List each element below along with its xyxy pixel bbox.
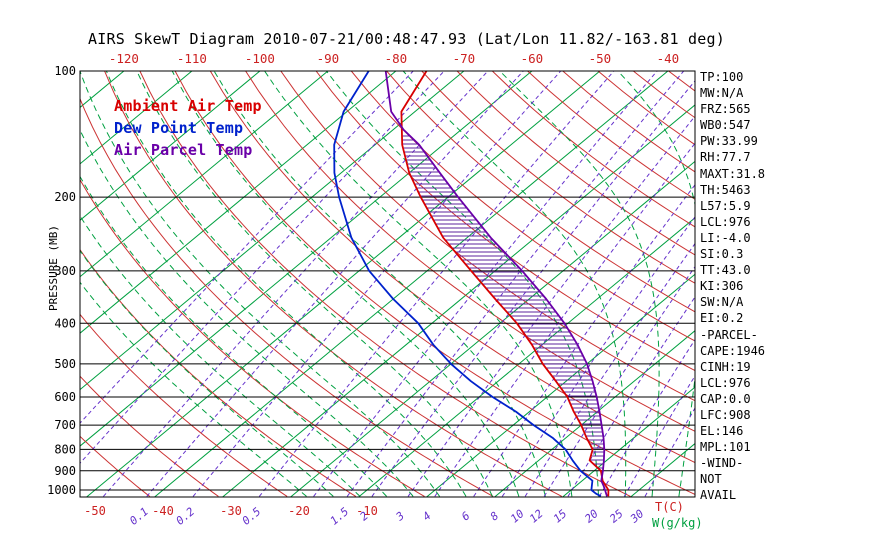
stat-line-26: AVAIL — [700, 488, 737, 503]
legend: Ambient Air Temp Dew Point Temp Air Parc… — [114, 95, 262, 161]
stat-line-8: L57:5.9 — [700, 198, 751, 213]
mixing-ratio-label: 12 — [527, 507, 546, 526]
top-temp-label: -80 — [385, 51, 408, 66]
mixing-ratio-label: 30 — [627, 507, 647, 526]
mixing-ratio-label: 20 — [582, 507, 601, 526]
stat-line-23: MPL:101 — [700, 440, 751, 455]
mixing-unit-label: W(g/kg) — [652, 516, 703, 530]
stat-line-24: -WIND- — [700, 456, 744, 471]
pressure-tick-label: 500 — [54, 357, 76, 371]
stat-line-22: EL:146 — [700, 424, 744, 439]
top-temp-label: -110 — [177, 51, 207, 66]
top-temp-label: -90 — [317, 51, 340, 66]
legend-dew-point-temp: Dew Point Temp — [114, 119, 244, 137]
mixing-ratio-label: 0.5 — [240, 505, 264, 528]
mixing-ratio-label: 6 — [459, 509, 473, 523]
stat-line-10: LI:-4.0 — [700, 230, 751, 245]
bottom-temp-label: -30 — [220, 504, 242, 518]
chart-title: AIRS SkewT Diagram 2010-07-21/00:48:47.9… — [88, 30, 725, 48]
stat-line-16: -PARCEL- — [700, 327, 758, 342]
plot-frame — [79, 70, 696, 498]
top-temp-label: -70 — [453, 51, 476, 66]
sounding-curves — [333, 71, 610, 497]
mixing-ratio-lines — [80, 71, 695, 497]
stat-line-0: TP:100 — [700, 70, 744, 84]
bottom-temp-label: -50 — [84, 504, 106, 518]
plot-grid — [80, 71, 695, 497]
temp-unit-label: T(C) — [655, 500, 684, 514]
stat-line-13: KI:306 — [700, 279, 744, 294]
bottom-temp-label: -10 — [356, 504, 378, 518]
cape-hatch — [402, 135, 605, 473]
mixing-ratio-label: 3 — [393, 509, 407, 524]
stat-line-11: SI:0.3 — [700, 247, 744, 262]
mixing-ratio-label: 25 — [607, 507, 626, 525]
stat-line-14: SW:N/A — [700, 295, 744, 310]
bottom-temp-label: -20 — [288, 504, 310, 518]
stat-line-2: FRZ:565 — [700, 102, 751, 117]
mixing-ratio-label: 15 — [551, 507, 570, 525]
stat-line-25: NOT — [700, 472, 722, 487]
moist-adiabat-lines — [80, 71, 695, 497]
ambient-air-temp-curve — [400, 71, 610, 497]
mixing-ratio-label: 8 — [488, 509, 502, 523]
legend-air-parcel-temp: Air Parcel Temp — [114, 141, 253, 159]
stat-line-5: RH:77.7 — [700, 150, 751, 165]
pressure-tick-label: 900 — [54, 464, 76, 478]
pressure-tick-label: 200 — [54, 190, 76, 204]
top-temp-label: -60 — [521, 51, 544, 66]
air-parcel-temp-curve — [384, 71, 608, 497]
pressure-tick-label: 400 — [54, 316, 76, 330]
stat-line-4: PW:33.99 — [700, 134, 758, 149]
pressure-tick-label: 100 — [54, 64, 76, 78]
stat-line-17: CAPE:1946 — [700, 343, 766, 358]
dry-adiabat-lines — [80, 71, 695, 497]
top-temp-label: -100 — [245, 51, 275, 66]
stat-line-12: TT:43.0 — [700, 263, 751, 278]
stat-line-9: LCL:976 — [700, 214, 751, 229]
bottom-temp-label: -40 — [152, 504, 174, 518]
axis-labels: -120 -110 -100 -90 -80 -70 -60 -50 -40 -50 -40 -30 -… — [47, 51, 703, 530]
pressure-tick-label: 600 — [54, 390, 76, 404]
pressure-tick-label: 300 — [54, 264, 76, 278]
stat-line-19: LCL:976 — [700, 375, 751, 390]
stat-line-3: WB0:547 — [700, 118, 751, 133]
dew-point-temp-curve — [333, 71, 602, 497]
pressure-tick-label: 700 — [54, 418, 76, 432]
stat-line-18: CINH:19 — [700, 359, 751, 374]
stats-panel: TP:100 MW:N/A FRZ:565 WB0:547 PW:33.99 RH:77.… — [700, 69, 765, 504]
stat-line-20: CAP:0.0 — [700, 391, 751, 406]
mixing-ratio-label: 0.1 — [127, 505, 151, 528]
top-temp-label: -40 — [657, 51, 680, 66]
pressure-tick-label: 1000 — [47, 483, 76, 497]
stat-line-7: TH:5463 — [700, 182, 751, 197]
mixing-ratio-label: 1.5 — [328, 505, 352, 528]
top-temp-label: -120 — [109, 51, 139, 66]
mixing-ratio-label: 4 — [420, 509, 433, 523]
stat-line-1: MW:N/A — [700, 86, 744, 101]
mixing-ratio-label: 0.2 — [174, 505, 198, 528]
legend-ambient-air-temp: Ambient Air Temp — [114, 97, 262, 115]
mixing-ratio-label: 10 — [508, 507, 527, 526]
top-temp-label: -50 — [589, 51, 612, 66]
stat-line-6: MAXT:31.8 — [700, 166, 766, 181]
stat-line-15: EI:0.2 — [700, 311, 744, 326]
pressure-tick-label: 800 — [54, 442, 76, 456]
stat-line-21: LFC:908 — [700, 407, 751, 422]
pressure-axis-label: PRESSURE (MB) — [47, 225, 60, 311]
